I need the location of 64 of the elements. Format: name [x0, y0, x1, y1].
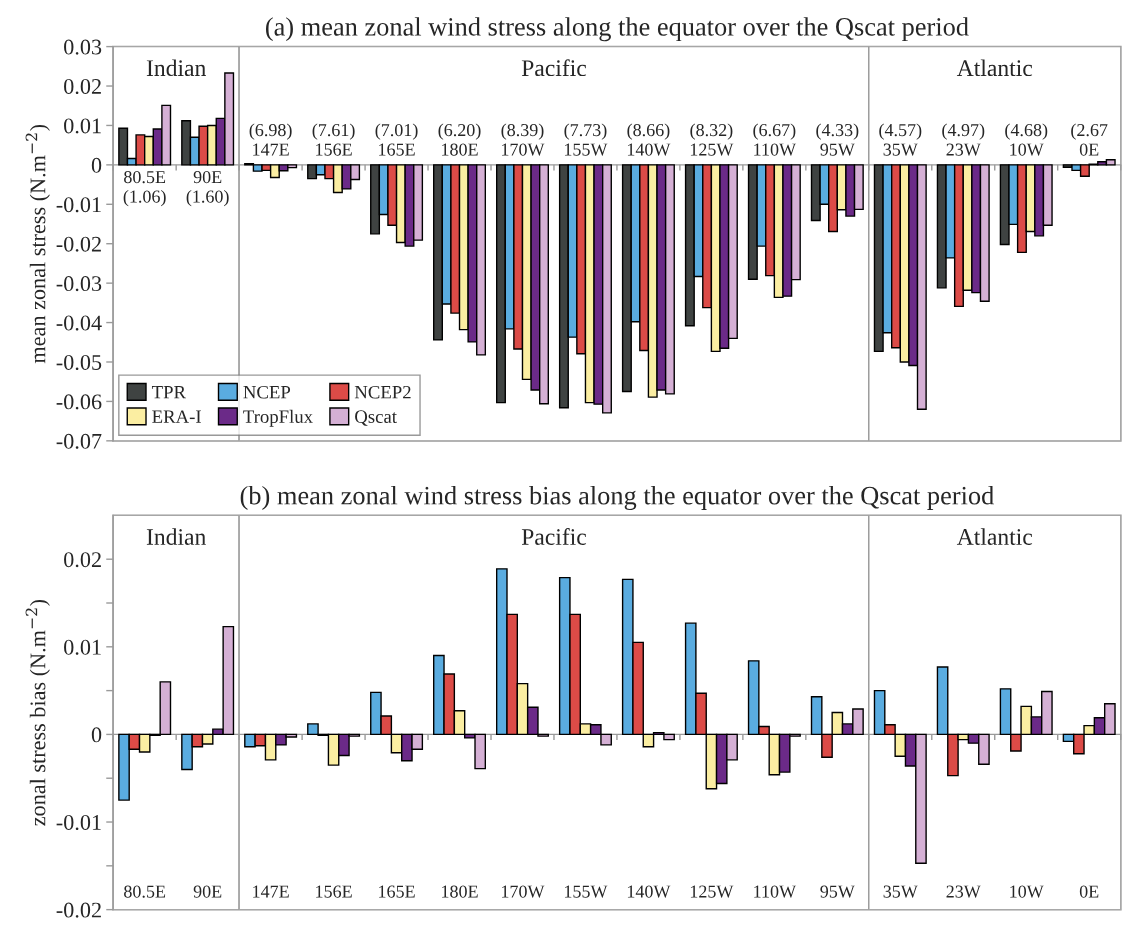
y-tick-label: 0.03: [64, 39, 102, 55]
y-tick-label: -0.01: [56, 197, 101, 213]
y-tick-label: -0.03: [56, 276, 102, 292]
x-tick-label: 110W: [754, 885, 797, 898]
x-tick-label: (8.39) 170W: [501, 123, 545, 156]
legend-label: Qscat: [355, 410, 397, 426]
y-tick-label: -0.02: [56, 902, 101, 918]
x-tick-label: (4.33) 95W: [816, 123, 859, 156]
x-tick-label: 90E (1.60): [186, 170, 229, 207]
x-tick-label: 125W: [690, 885, 734, 898]
x-tick-label: 165E: [379, 885, 415, 898]
x-tick-label: (8.66) 140W: [627, 123, 671, 156]
y-tick-label: -0.04: [56, 315, 102, 331]
x-tick-label: (6.98) 147E: [249, 123, 292, 156]
x-tick-label: 90E: [193, 885, 222, 898]
band-label: Pacific: [521, 528, 587, 545]
band-label: Atlantic: [956, 528, 1033, 545]
y-tick-label: 0: [91, 727, 102, 743]
x-tick-label: 180E: [442, 885, 478, 898]
y-tick-label: -0.06: [56, 394, 102, 410]
legend-label: NCEP2: [354, 385, 411, 399]
y-tick-label: -0.02: [56, 236, 101, 252]
x-tick-label: 80.5E: [124, 885, 166, 898]
x-tick-label: 147E: [253, 885, 289, 898]
x-tick-label: 10W: [1010, 885, 1044, 898]
legend-label: TPR: [151, 386, 186, 399]
x-tick-label: (7.01) 165E: [375, 123, 418, 156]
x-tick-label: 140W: [627, 885, 671, 898]
y-tick-label: 0.02: [64, 78, 101, 95]
y-tick-label: -0.01: [56, 814, 101, 831]
chart-title: (a) mean zonal wind stress along the equator over the Qscat period: [265, 17, 969, 42]
x-tick-label: (8.32) 125W: [690, 123, 734, 156]
x-tick-label: (6.67) 110W: [753, 123, 797, 156]
x-tick-label: 23W: [946, 885, 981, 898]
y-axis-title: mean zonal stress (N.m$^{−2}$): [25, 124, 50, 364]
x-tick-label: 156E: [316, 885, 352, 898]
y-axis-title: zonal stress bias (N.m$^{−2}$): [25, 599, 50, 826]
chart-title: (b) mean zonal wind stress bias along the equator over the Qscat period: [240, 485, 994, 510]
y-tick-label: -0.05: [56, 354, 102, 371]
x-tick-label: (4.97) 23W: [942, 123, 985, 156]
x-tick-label: 170W: [502, 885, 545, 898]
x-tick-label: 80.5E (1.06): [123, 170, 166, 207]
band-label: Indian: [146, 528, 206, 545]
x-tick-label: (2.67 0E: [1071, 123, 1108, 156]
x-tick-label: (7.73) 155W: [564, 123, 608, 156]
y-tick-label: 0.01: [64, 118, 101, 134]
y-tick-label: 0.02: [64, 552, 101, 568]
band-label: Atlantic: [956, 59, 1033, 77]
legend-label: TropFlux: [243, 409, 313, 427]
x-tick-label: 35W: [883, 885, 918, 898]
x-tick-label: 155W: [564, 885, 608, 898]
band-label: Indian: [146, 59, 206, 77]
x-tick-label: (6.20) 180E: [438, 123, 481, 156]
x-tick-label: (4.68) 10W: [1005, 123, 1048, 156]
y-tick-label: 0.01: [64, 639, 101, 655]
x-tick-label: (7.61) 156E: [312, 123, 355, 156]
band-label: Pacific: [521, 59, 587, 77]
legend-label: ERA-I: [152, 410, 201, 423]
x-tick-label: 0E: [1079, 885, 1099, 898]
x-tick-label: (4.57) 35W: [879, 123, 922, 156]
y-tick-label: 0: [91, 157, 102, 173]
x-tick-label: 95W: [820, 885, 855, 898]
y-tick-label: -0.07: [56, 433, 102, 449]
legend-label: NCEP: [243, 385, 291, 399]
